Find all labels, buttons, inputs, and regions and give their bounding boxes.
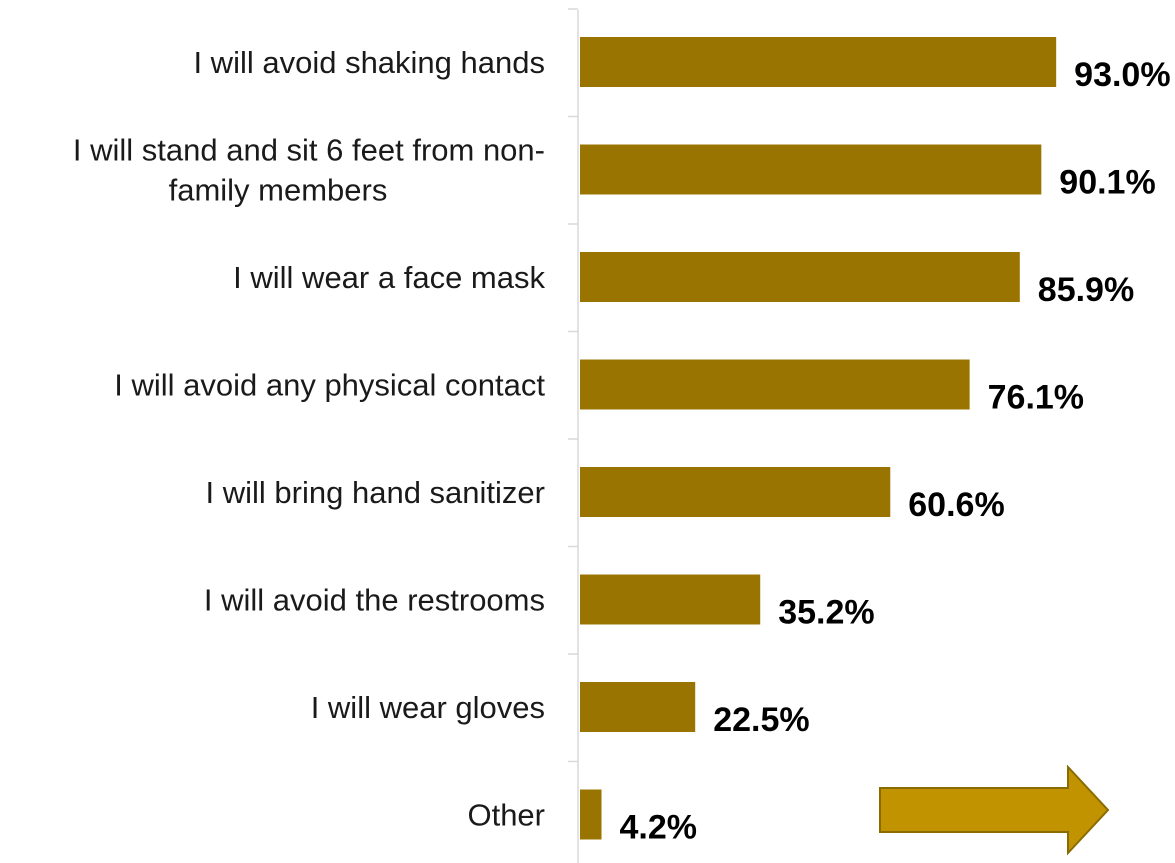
bar <box>580 144 1042 195</box>
category-label: I will wear a face mask <box>233 260 545 295</box>
right-arrow-icon <box>879 764 1110 856</box>
category-label: I will avoid shaking hands <box>193 45 545 80</box>
value-label: 4.2% <box>620 809 698 847</box>
value-label: 35.2% <box>778 594 874 632</box>
bar <box>580 359 970 410</box>
value-label: 93.0% <box>1074 56 1170 94</box>
category-label: I will wear gloves <box>311 690 545 725</box>
value-label: 76.1% <box>988 379 1084 417</box>
bar <box>580 252 1020 302</box>
value-label: 60.6% <box>908 486 1004 524</box>
category-label: I will avoid any physical contact <box>114 368 545 403</box>
bar <box>580 37 1057 87</box>
value-label: 90.1% <box>1059 164 1155 202</box>
category-label: family members <box>169 173 388 208</box>
category-label: I will stand and sit 6 feet from non- <box>73 133 545 168</box>
bar <box>580 574 761 625</box>
value-label: 22.5% <box>713 701 809 739</box>
bar <box>580 682 696 732</box>
value-label: 85.9% <box>1038 271 1134 309</box>
category-label: I will bring hand sanitizer <box>206 475 545 510</box>
category-labels: I will avoid shaking hands I will stand a… <box>73 45 546 833</box>
category-label: I will avoid the restrooms <box>204 583 545 618</box>
bars-group <box>580 37 1057 840</box>
bar <box>580 789 602 840</box>
bar <box>580 467 891 517</box>
value-labels: 93.0% 90.1% 85.9% 76.1% 60.6% 35.2% 22.5% 4.2% <box>620 56 1171 847</box>
axis-ticks <box>568 8 578 763</box>
category-label: Other <box>467 798 545 833</box>
